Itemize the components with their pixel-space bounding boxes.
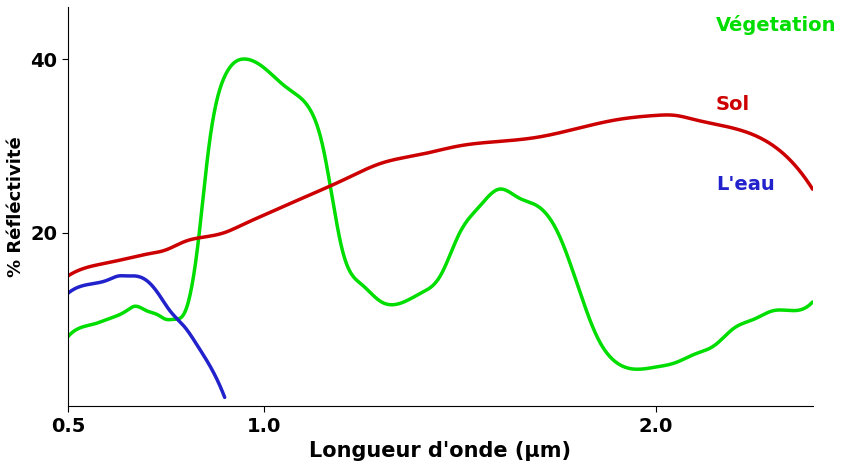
Y-axis label: % Réfléctivité: % Réfléctivité bbox=[7, 136, 25, 277]
Text: Végetation: Végetation bbox=[715, 15, 835, 35]
Text: L'eau: L'eau bbox=[715, 175, 774, 194]
Text: Sol: Sol bbox=[715, 95, 749, 114]
X-axis label: Longueur d'onde (μm): Longueur d'onde (μm) bbox=[309, 441, 571, 461]
